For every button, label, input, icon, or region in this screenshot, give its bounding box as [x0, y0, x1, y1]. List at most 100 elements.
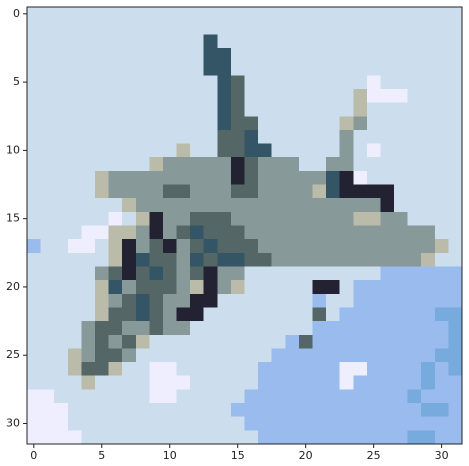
pixel [135, 170, 150, 185]
pixel [122, 34, 137, 49]
pixel [67, 266, 82, 281]
pixel [366, 375, 381, 390]
pixel [40, 61, 55, 76]
pixel [312, 252, 327, 267]
pixel [448, 61, 463, 76]
pixel [40, 211, 55, 226]
pixel [203, 47, 218, 62]
pixel [339, 307, 354, 322]
pixel [27, 362, 41, 377]
pixel [230, 157, 245, 172]
pixel [448, 47, 463, 62]
pixel [108, 348, 123, 363]
pixel [394, 293, 408, 308]
pixel [203, 102, 218, 117]
pixel [312, 7, 327, 21]
pixel [40, 416, 55, 431]
pixel [421, 116, 436, 131]
pixel [312, 416, 327, 431]
pixel [258, 252, 272, 267]
pixel [135, 157, 150, 172]
pixel [434, 389, 449, 404]
pixel [135, 389, 150, 404]
pixel [81, 403, 96, 417]
pixel [285, 430, 300, 445]
pixel [27, 211, 41, 226]
pixel [326, 129, 340, 144]
pixel [285, 61, 300, 76]
pixel [448, 7, 463, 21]
pixel [380, 321, 395, 336]
pixel [353, 416, 368, 431]
pixel [108, 252, 123, 267]
pixel [421, 307, 436, 322]
pixel [203, 143, 218, 158]
pixel [258, 416, 272, 431]
pixel [448, 266, 463, 281]
pixel [94, 20, 109, 35]
pixel [353, 403, 368, 417]
pixel [326, 348, 340, 363]
pixel [258, 20, 272, 35]
pixel [81, 88, 96, 103]
pixel [285, 157, 300, 172]
pixel [407, 211, 422, 226]
pixel [271, 170, 286, 185]
pixel [40, 34, 55, 49]
pixel [135, 362, 150, 377]
pixel [407, 184, 422, 199]
pixel [380, 7, 395, 21]
pixel [108, 266, 123, 281]
pixel [81, 198, 96, 213]
pixel [176, 20, 191, 35]
pixel [394, 47, 408, 62]
pixel [394, 307, 408, 322]
pixel [326, 403, 340, 417]
pixel [203, 348, 218, 363]
pixel [176, 34, 191, 49]
pixel [203, 88, 218, 103]
pixel [108, 143, 123, 158]
pixel [285, 75, 300, 90]
pixel [326, 334, 340, 349]
pixel [203, 266, 218, 281]
pixel [421, 129, 436, 144]
pixel [380, 116, 395, 131]
pixel [217, 266, 232, 281]
pixel [407, 88, 422, 103]
pixel [190, 334, 205, 349]
pixel [94, 61, 109, 76]
pixel [271, 321, 286, 336]
pixel [298, 239, 313, 254]
pixel [108, 293, 123, 308]
pixel [258, 293, 272, 308]
pixel [353, 266, 368, 281]
pixel [258, 389, 272, 404]
pixel [190, 348, 205, 363]
y-tick-label: 20 [6, 280, 20, 293]
pixel [67, 252, 82, 267]
pixel [312, 293, 327, 308]
pixel [285, 334, 300, 349]
pixel [203, 334, 218, 349]
pixel [366, 157, 381, 172]
pixel [258, 403, 272, 417]
pixel [244, 416, 259, 431]
pixel [434, 116, 449, 131]
pixel [108, 88, 123, 103]
pixel [271, 280, 286, 295]
pixel [244, 170, 259, 185]
pixel [407, 348, 422, 363]
pixel [394, 129, 408, 144]
pixel [285, 34, 300, 49]
pixel [162, 403, 177, 417]
pixel [135, 7, 150, 21]
pixel [298, 334, 313, 349]
pixel [94, 7, 109, 21]
pixel [380, 403, 395, 417]
pixel [394, 170, 408, 185]
pixel [54, 375, 69, 390]
pixel [353, 198, 368, 213]
pixel [54, 321, 69, 336]
pixel [190, 403, 205, 417]
